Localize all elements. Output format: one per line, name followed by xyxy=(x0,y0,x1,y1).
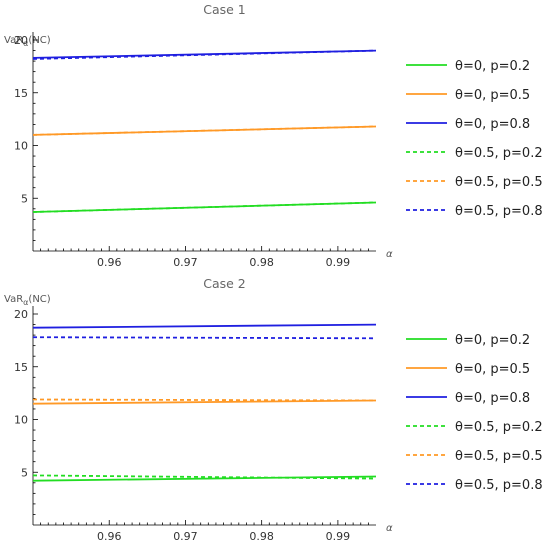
x-tick-label: 0.99 xyxy=(326,256,351,269)
legend-label: θ=0, p=0.5 xyxy=(455,88,530,103)
y-axis-label: VaRα(NC) xyxy=(4,294,51,307)
y-axis-label-main: VaR xyxy=(4,294,23,305)
series-line xyxy=(32,201,377,213)
y-axis-label-sub: α xyxy=(23,298,28,307)
series-line xyxy=(32,399,377,405)
chart-title: Case 1 xyxy=(203,2,246,17)
series-line xyxy=(32,125,377,136)
legend-label: θ=0.5, p=0.8 xyxy=(455,204,543,219)
series-line xyxy=(32,336,377,340)
legend-label: θ=0, p=0.5 xyxy=(455,362,530,377)
legend-label: θ=0.5, p=0.8 xyxy=(455,478,543,493)
y-axis-label: VaRα(NC) xyxy=(4,35,51,48)
y-tick-label: 10 xyxy=(14,140,28,153)
x-tick-label: 0.98 xyxy=(249,256,274,269)
y-axis-label-tail: (NC) xyxy=(28,294,50,305)
x-axis-label: α xyxy=(386,523,393,534)
x-tick-label: 0.96 xyxy=(97,256,122,269)
legend-label: θ=0, p=0.8 xyxy=(455,391,530,406)
series-line xyxy=(32,49,377,60)
y-tick-label: 15 xyxy=(14,87,28,100)
y-tick-label: 10 xyxy=(14,414,28,427)
legend: θ=0, p=0.2 θ=0, p=0.5 θ=0, p=0.8 θ=0.5, p=0… xyxy=(406,333,543,493)
legend-label: θ=0, p=0.2 xyxy=(455,59,530,74)
legend: θ=0, p=0.2 θ=0, p=0.5 θ=0, p=0.8 θ=0.5, p=0… xyxy=(406,59,543,219)
legend-label: θ=0.5, p=0.5 xyxy=(455,449,543,464)
y-tick-label: 20 xyxy=(14,34,28,47)
y-tick-label: 15 xyxy=(14,361,28,374)
legend-label: θ=0, p=0.2 xyxy=(455,333,530,348)
y-tick-label: 20 xyxy=(14,308,28,321)
legend-label: θ=0.5, p=0.5 xyxy=(455,175,543,190)
series-line xyxy=(32,398,377,402)
y-axis-label-tail: (NC) xyxy=(28,35,50,46)
y-tick-label: 5 xyxy=(21,466,28,479)
x-tick-label: 0.96 xyxy=(97,530,122,543)
y-axis-label-sub: α xyxy=(23,39,28,48)
x-axis-label: α xyxy=(386,249,393,260)
series-line xyxy=(32,323,377,329)
x-tick-label: 0.97 xyxy=(173,530,198,543)
chart-title: Case 2 xyxy=(203,276,246,291)
y-tick-label: 5 xyxy=(21,192,28,205)
x-tick-label: 0.98 xyxy=(249,530,274,543)
legend-label: θ=0.5, p=0.2 xyxy=(455,420,543,435)
legend-label: θ=0.5, p=0.2 xyxy=(455,146,543,161)
series-line xyxy=(32,474,377,480)
x-tick-label: 0.99 xyxy=(326,530,351,543)
legend-label: θ=0, p=0.8 xyxy=(455,117,530,132)
y-axis-label-main: VaR xyxy=(4,35,23,46)
series-line xyxy=(32,475,377,482)
x-tick-label: 0.97 xyxy=(173,256,198,269)
